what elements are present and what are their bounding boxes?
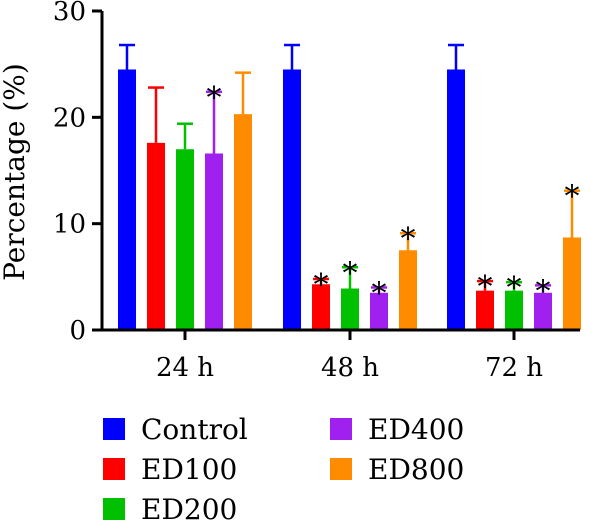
significance-marker: * (478, 270, 493, 305)
legend-label: ED800 (368, 453, 464, 486)
bar (312, 284, 330, 330)
bar (341, 288, 359, 330)
bar (447, 69, 465, 330)
y-tick-label: 0 (69, 316, 86, 346)
significance-marker: * (314, 268, 329, 303)
significance-marker: * (343, 256, 358, 291)
legend-label: ED400 (368, 413, 464, 446)
y-tick-label: 10 (53, 210, 86, 240)
bar (205, 153, 223, 330)
legend-swatch (330, 458, 352, 480)
legend: Control ED100 ED200 ED400 ED800 (103, 413, 464, 522)
significance-marker: * (536, 274, 551, 309)
significance-marker: * (507, 271, 522, 306)
significance-marker: * (372, 276, 387, 311)
bar (370, 292, 388, 330)
bar (505, 290, 523, 330)
bar (234, 114, 252, 330)
significance-marker: * (207, 81, 222, 116)
legend-label: ED100 (141, 453, 237, 486)
bars-layer: * * * * * * * * * (118, 43, 581, 330)
significance-marker: * (565, 180, 580, 215)
x-tick-label: 24 h (156, 353, 214, 383)
bar (476, 290, 494, 330)
bar (534, 292, 552, 330)
significance-marker: * (401, 222, 416, 257)
legend-label: Control (141, 413, 248, 446)
bar (399, 250, 417, 330)
y-axis-title: Percentage (%) (0, 63, 31, 281)
legend-swatch (103, 498, 125, 520)
legend-swatch (103, 418, 125, 440)
axes-layer: 0 10 20 30 24 h 48 h 72 h Percentage (%) (0, 0, 580, 383)
bar (283, 69, 301, 330)
legend-swatch (103, 458, 125, 480)
bar (147, 142, 165, 330)
x-tick-label: 72 h (485, 353, 543, 383)
y-tick-label: 30 (53, 0, 86, 27)
bar (176, 149, 194, 330)
bar (563, 237, 581, 330)
bar (118, 69, 136, 330)
x-tick-label: 48 h (321, 353, 379, 383)
y-tick-label: 20 (53, 103, 86, 133)
legend-label: ED200 (141, 493, 237, 522)
legend-swatch (330, 418, 352, 440)
